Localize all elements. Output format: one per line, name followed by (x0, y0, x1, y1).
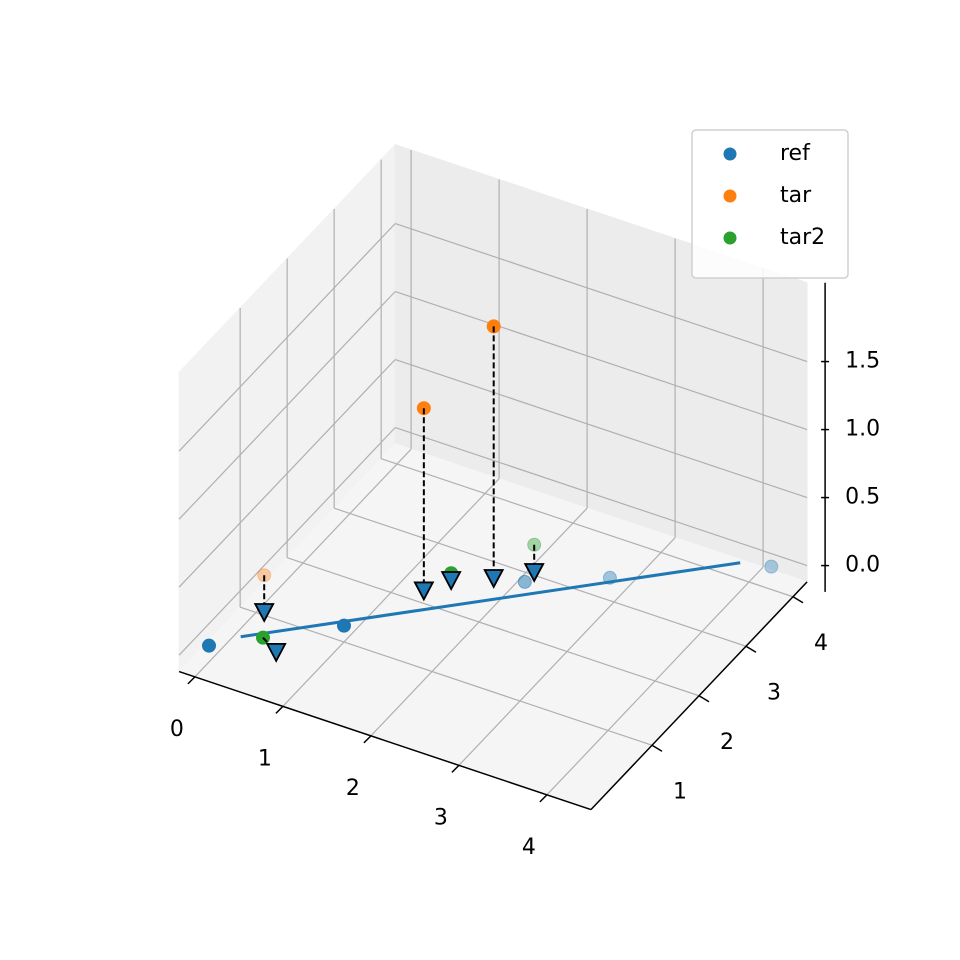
x-tick (539, 794, 548, 803)
grid-line (333, 507, 747, 647)
legend: ref tar tar2 (691, 129, 849, 279)
y-tick-label: 4 (814, 631, 828, 656)
projection-marker (483, 569, 505, 589)
grid-line (395, 426, 808, 567)
legend-label: tar2 (780, 225, 825, 250)
grid-line (286, 557, 700, 697)
legend-marker (723, 147, 737, 161)
legend-label: ref (780, 141, 811, 166)
x-tick-label: 2 (346, 776, 360, 801)
z-tick-label: 0.0 (845, 553, 880, 578)
x-tick-label: 4 (522, 835, 536, 860)
projection-marker (440, 571, 462, 591)
x-tick-label: 1 (258, 746, 272, 771)
fit-line (240, 561, 741, 639)
projection-marker (523, 563, 545, 583)
projection-marker (413, 581, 435, 602)
y-tick (698, 695, 710, 703)
legend-box (691, 129, 849, 279)
y-tick-label: 3 (767, 680, 781, 705)
projection-marker (265, 642, 287, 663)
x-tick-label: 0 (170, 717, 184, 742)
grid-line (178, 359, 396, 588)
y-tick (792, 596, 804, 604)
grid-line (178, 427, 396, 656)
legend-label: tar (780, 183, 812, 208)
x-tick (275, 705, 284, 714)
z-tick-label: 1.5 (845, 349, 880, 374)
projection-marker (253, 603, 275, 623)
x-axis (178, 670, 592, 811)
legend-marker (723, 189, 737, 203)
y-tick (745, 645, 757, 653)
grid-line (380, 458, 794, 598)
legend-marker (723, 231, 737, 245)
grid-line (178, 223, 396, 452)
data-point (202, 638, 216, 653)
grid-line (178, 291, 396, 520)
grid-line (395, 222, 808, 363)
y-tick-label: 2 (720, 730, 734, 755)
x-tick (363, 735, 372, 744)
grid-line (395, 290, 808, 431)
grid-line (239, 606, 653, 746)
x-tick (187, 676, 196, 685)
y-axis (590, 581, 808, 811)
x-tick-label: 3 (434, 805, 448, 830)
z-tick-label: 1.0 (845, 417, 880, 442)
y-tick (651, 744, 663, 752)
data-point (764, 559, 779, 574)
y-tick-label: 1 (673, 779, 687, 804)
z-tick-label: 0.5 (845, 485, 880, 510)
data-point (517, 574, 532, 589)
x-tick (451, 764, 460, 773)
grid-line (395, 358, 808, 499)
